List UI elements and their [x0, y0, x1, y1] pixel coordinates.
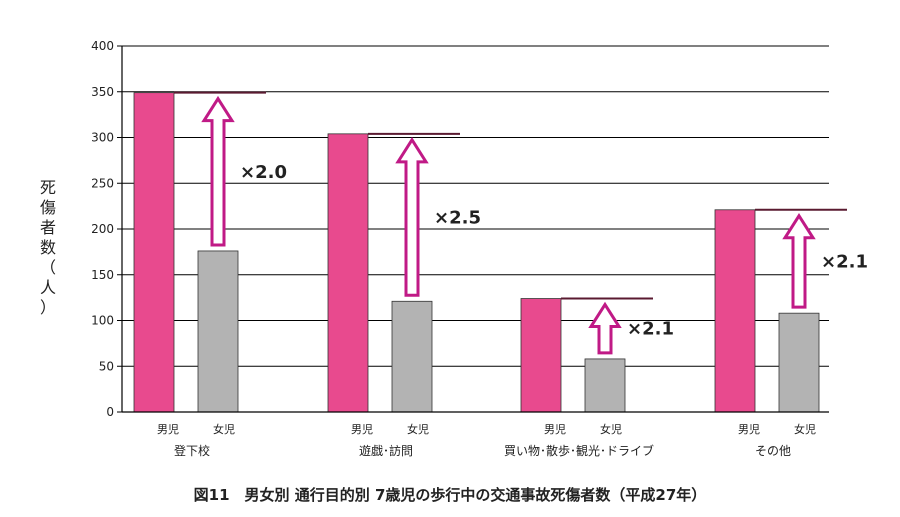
- y-tick-label: 250: [91, 176, 114, 190]
- category-label: その他: [755, 444, 791, 458]
- y-tick-label: 150: [91, 268, 114, 282]
- y-tick-label: 0: [106, 405, 114, 419]
- y-tick-label: 350: [91, 85, 114, 99]
- ratio-arrow: [395, 137, 429, 297]
- bar-boys: [520, 298, 562, 413]
- category-label: 買い物･散歩･観光･ドライブ: [504, 443, 654, 458]
- ratio-label: ×2.5: [434, 208, 481, 229]
- ratio-label: ×2.0: [240, 162, 287, 183]
- x-label-girls: 女児: [794, 422, 816, 436]
- bar-girls: [584, 358, 626, 413]
- bar-girls: [197, 250, 239, 413]
- ratio-label: ×2.1: [627, 319, 674, 340]
- y-tick-label: 100: [91, 314, 114, 328]
- chart-title: 図11 男女別 通行目的別 7歳児の歩行中の交通事故死傷者数（平成27年）: [193, 486, 707, 504]
- x-label-boys: 男児: [544, 423, 566, 436]
- x-label-boys: 男児: [351, 423, 373, 436]
- y-tick-labels: 0 50 100 150 200 250 300 350 400: [91, 39, 114, 419]
- y-axis-label: 死傷者数（人）: [39, 178, 56, 317]
- ratio-arrow: [201, 95, 235, 247]
- x-label-girls: 女児: [407, 422, 429, 436]
- category-label: 登下校: [174, 443, 210, 458]
- x-label-girls: 女児: [600, 422, 622, 436]
- bar-boys: [133, 92, 175, 413]
- y-tick-label: 400: [91, 39, 114, 53]
- bars: [133, 92, 820, 413]
- bar-boys: [327, 133, 369, 413]
- y-tick-label: 200: [91, 222, 114, 236]
- category-label: 遊戯･訪問: [359, 443, 413, 458]
- ratio-arrow: [782, 212, 816, 309]
- x-label-boys: 男児: [738, 423, 760, 436]
- x-label-girls: 女児: [213, 422, 235, 436]
- bar-girls: [778, 312, 820, 413]
- bar-girls: [391, 300, 433, 413]
- ratio-label: ×2.1: [821, 251, 868, 272]
- ratio-arrows: ×2.0 ×2.5 ×2.1 ×2.1: [174, 91, 868, 355]
- x-label-boys: 男児: [157, 423, 179, 436]
- bar-boys: [714, 209, 756, 413]
- y-tick-label: 300: [91, 131, 114, 145]
- ratio-arrow: [588, 301, 622, 355]
- y-tick-label: 50: [99, 359, 114, 373]
